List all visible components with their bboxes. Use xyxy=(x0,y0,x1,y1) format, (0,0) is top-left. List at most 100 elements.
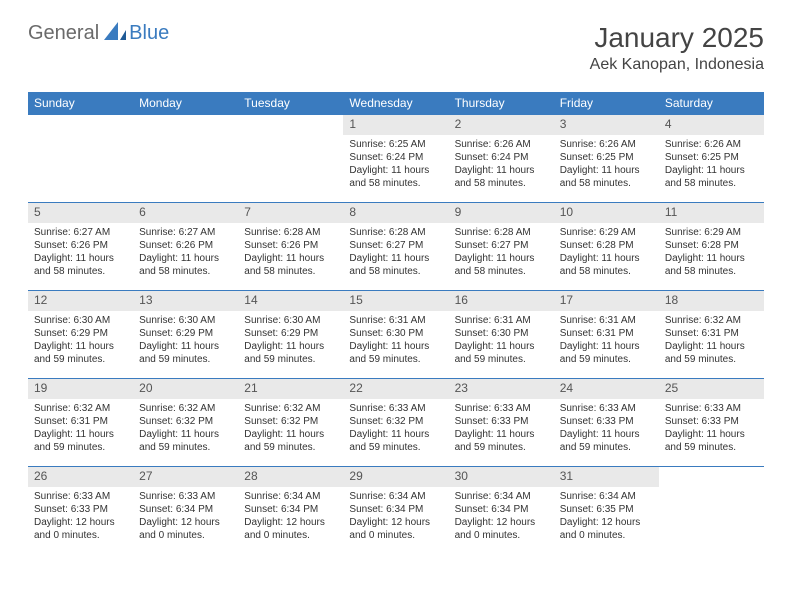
day-body: Sunrise: 6:33 AMSunset: 6:33 PMDaylight:… xyxy=(554,399,659,458)
day-body: Sunrise: 6:30 AMSunset: 6:29 PMDaylight:… xyxy=(238,311,343,370)
sunrise-text: Sunrise: 6:27 AM xyxy=(139,226,232,239)
daylight-text: Daylight: 11 hours and 58 minutes. xyxy=(244,252,337,278)
day-number: 23 xyxy=(449,379,554,399)
day-number: 25 xyxy=(659,379,764,399)
day-number: 5 xyxy=(28,203,133,223)
day-number: 18 xyxy=(659,291,764,311)
calendar-day-cell: 23Sunrise: 6:33 AMSunset: 6:33 PMDayligh… xyxy=(449,379,554,467)
sunrise-text: Sunrise: 6:28 AM xyxy=(244,226,337,239)
sunset-text: Sunset: 6:34 PM xyxy=(455,503,548,516)
calendar-day-cell: 31Sunrise: 6:34 AMSunset: 6:35 PMDayligh… xyxy=(554,467,659,555)
month-title: January 2025 xyxy=(590,22,764,54)
sunset-text: Sunset: 6:32 PM xyxy=(244,415,337,428)
calendar-day-cell: 26Sunrise: 6:33 AMSunset: 6:33 PMDayligh… xyxy=(28,467,133,555)
day-body: Sunrise: 6:31 AMSunset: 6:30 PMDaylight:… xyxy=(343,311,448,370)
sunrise-text: Sunrise: 6:25 AM xyxy=(349,138,442,151)
calendar-day-cell: 12Sunrise: 6:30 AMSunset: 6:29 PMDayligh… xyxy=(28,291,133,379)
day-number: 30 xyxy=(449,467,554,487)
day-body: Sunrise: 6:28 AMSunset: 6:27 PMDaylight:… xyxy=(449,223,554,282)
day-number: 7 xyxy=(238,203,343,223)
day-number: 24 xyxy=(554,379,659,399)
sunset-text: Sunset: 6:33 PM xyxy=(455,415,548,428)
day-body: Sunrise: 6:29 AMSunset: 6:28 PMDaylight:… xyxy=(554,223,659,282)
day-body: Sunrise: 6:30 AMSunset: 6:29 PMDaylight:… xyxy=(28,311,133,370)
sunrise-text: Sunrise: 6:34 AM xyxy=(560,490,653,503)
sunrise-text: Sunrise: 6:28 AM xyxy=(349,226,442,239)
day-body: Sunrise: 6:33 AMSunset: 6:33 PMDaylight:… xyxy=(28,487,133,546)
sunset-text: Sunset: 6:31 PM xyxy=(34,415,127,428)
header: General Blue January 2025 Aek Kanopan, I… xyxy=(28,22,764,74)
daylight-text: Daylight: 11 hours and 58 minutes. xyxy=(455,252,548,278)
day-body: Sunrise: 6:33 AMSunset: 6:33 PMDaylight:… xyxy=(659,399,764,458)
day-number: 12 xyxy=(28,291,133,311)
sunrise-text: Sunrise: 6:33 AM xyxy=(349,402,442,415)
day-number: 2 xyxy=(449,115,554,135)
day-body: Sunrise: 6:25 AMSunset: 6:24 PMDaylight:… xyxy=(343,135,448,194)
day-number: 10 xyxy=(554,203,659,223)
sunrise-text: Sunrise: 6:31 AM xyxy=(349,314,442,327)
calendar-day-cell: 4Sunrise: 6:26 AMSunset: 6:25 PMDaylight… xyxy=(659,115,764,203)
day-body: Sunrise: 6:28 AMSunset: 6:27 PMDaylight:… xyxy=(343,223,448,282)
calendar-day-cell: 1Sunrise: 6:25 AMSunset: 6:24 PMDaylight… xyxy=(343,115,448,203)
day-body: Sunrise: 6:28 AMSunset: 6:26 PMDaylight:… xyxy=(238,223,343,282)
sunset-text: Sunset: 6:29 PM xyxy=(34,327,127,340)
day-body: Sunrise: 6:33 AMSunset: 6:34 PMDaylight:… xyxy=(133,487,238,546)
day-header: Thursday xyxy=(449,92,554,115)
sunrise-text: Sunrise: 6:31 AM xyxy=(560,314,653,327)
calendar-day-cell: 22Sunrise: 6:33 AMSunset: 6:32 PMDayligh… xyxy=(343,379,448,467)
sunrise-text: Sunrise: 6:32 AM xyxy=(665,314,758,327)
calendar-day-cell: 25Sunrise: 6:33 AMSunset: 6:33 PMDayligh… xyxy=(659,379,764,467)
day-number: 4 xyxy=(659,115,764,135)
calendar-day-cell: 2Sunrise: 6:26 AMSunset: 6:24 PMDaylight… xyxy=(449,115,554,203)
sunrise-text: Sunrise: 6:33 AM xyxy=(34,490,127,503)
calendar-day-cell xyxy=(133,115,238,203)
daylight-text: Daylight: 11 hours and 59 minutes. xyxy=(34,340,127,366)
sunset-text: Sunset: 6:26 PM xyxy=(244,239,337,252)
calendar-day-cell: 17Sunrise: 6:31 AMSunset: 6:31 PMDayligh… xyxy=(554,291,659,379)
logo-text-general: General xyxy=(28,22,99,45)
day-body: Sunrise: 6:26 AMSunset: 6:25 PMDaylight:… xyxy=(554,135,659,194)
sunrise-text: Sunrise: 6:26 AM xyxy=(455,138,548,151)
day-number: 9 xyxy=(449,203,554,223)
day-header: Tuesday xyxy=(238,92,343,115)
daylight-text: Daylight: 12 hours and 0 minutes. xyxy=(34,516,127,542)
sunset-text: Sunset: 6:33 PM xyxy=(34,503,127,516)
sunset-text: Sunset: 6:24 PM xyxy=(455,151,548,164)
day-number: 16 xyxy=(449,291,554,311)
day-number: 19 xyxy=(28,379,133,399)
sunset-text: Sunset: 6:25 PM xyxy=(560,151,653,164)
day-body: Sunrise: 6:26 AMSunset: 6:24 PMDaylight:… xyxy=(449,135,554,194)
calendar-week-row: 1Sunrise: 6:25 AMSunset: 6:24 PMDaylight… xyxy=(28,115,764,203)
day-body: Sunrise: 6:33 AMSunset: 6:32 PMDaylight:… xyxy=(343,399,448,458)
sunrise-text: Sunrise: 6:33 AM xyxy=(455,402,548,415)
day-number: 3 xyxy=(554,115,659,135)
daylight-text: Daylight: 11 hours and 59 minutes. xyxy=(34,428,127,454)
title-block: January 2025 Aek Kanopan, Indonesia xyxy=(590,22,764,74)
sunset-text: Sunset: 6:33 PM xyxy=(560,415,653,428)
sunrise-text: Sunrise: 6:26 AM xyxy=(560,138,653,151)
calendar-day-cell: 28Sunrise: 6:34 AMSunset: 6:34 PMDayligh… xyxy=(238,467,343,555)
day-number: 13 xyxy=(133,291,238,311)
day-header: Wednesday xyxy=(343,92,448,115)
sunrise-text: Sunrise: 6:27 AM xyxy=(34,226,127,239)
day-body: Sunrise: 6:31 AMSunset: 6:30 PMDaylight:… xyxy=(449,311,554,370)
logo: General Blue xyxy=(28,22,169,45)
calendar-day-cell: 21Sunrise: 6:32 AMSunset: 6:32 PMDayligh… xyxy=(238,379,343,467)
calendar-day-cell: 7Sunrise: 6:28 AMSunset: 6:26 PMDaylight… xyxy=(238,203,343,291)
day-header-row: Sunday Monday Tuesday Wednesday Thursday… xyxy=(28,92,764,115)
sunrise-text: Sunrise: 6:34 AM xyxy=(455,490,548,503)
daylight-text: Daylight: 11 hours and 58 minutes. xyxy=(560,252,653,278)
sunrise-text: Sunrise: 6:33 AM xyxy=(665,402,758,415)
day-number: 21 xyxy=(238,379,343,399)
sunrise-text: Sunrise: 6:30 AM xyxy=(244,314,337,327)
sunrise-text: Sunrise: 6:31 AM xyxy=(455,314,548,327)
daylight-text: Daylight: 11 hours and 58 minutes. xyxy=(665,252,758,278)
daylight-text: Daylight: 11 hours and 59 minutes. xyxy=(139,428,232,454)
day-body: Sunrise: 6:32 AMSunset: 6:31 PMDaylight:… xyxy=(659,311,764,370)
sunrise-text: Sunrise: 6:33 AM xyxy=(560,402,653,415)
sunset-text: Sunset: 6:29 PM xyxy=(139,327,232,340)
day-number: 26 xyxy=(28,467,133,487)
daylight-text: Daylight: 11 hours and 59 minutes. xyxy=(665,428,758,454)
sunset-text: Sunset: 6:34 PM xyxy=(244,503,337,516)
day-number: 27 xyxy=(133,467,238,487)
